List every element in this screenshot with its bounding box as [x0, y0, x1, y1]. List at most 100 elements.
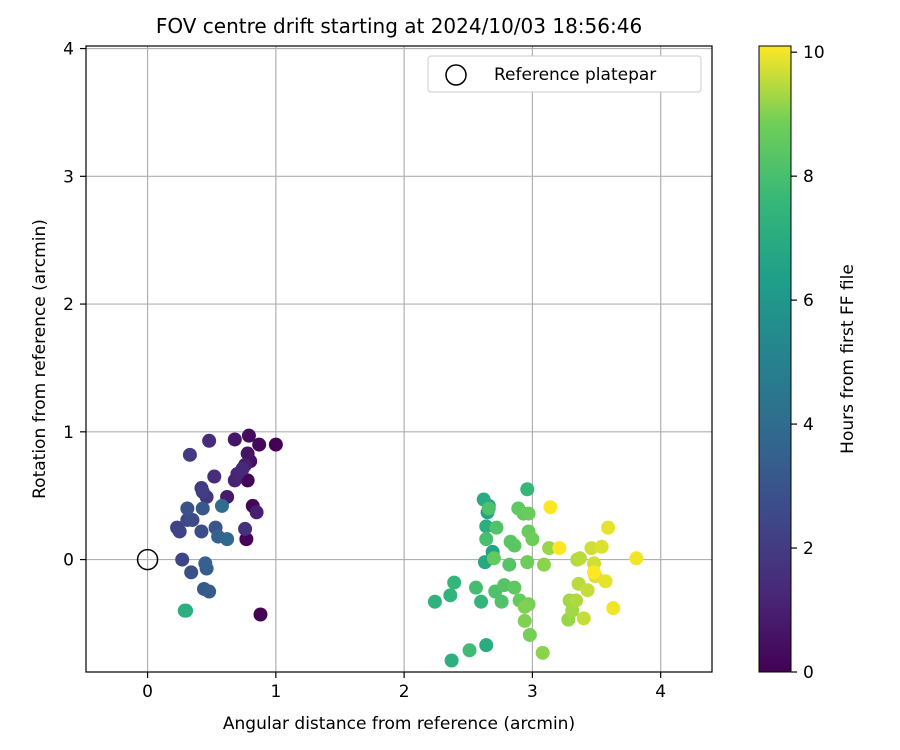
scatter-point [594, 539, 609, 554]
scatter-point [494, 594, 509, 609]
reference-layer [136, 548, 159, 571]
y-tick-label: 0 [63, 551, 74, 571]
scatter-point [569, 593, 584, 608]
colorbar-tick-label: 6 [803, 291, 814, 311]
scatter-point [486, 551, 501, 566]
scatter-point [427, 594, 442, 609]
scatter-point [235, 461, 250, 476]
axis-ticks: 0 1 2 3 4 0 1 2 3 4 [63, 40, 666, 702]
x-axis-label: Angular distance from reference (arcmin) [223, 714, 575, 734]
colorbar-tick-label: 4 [803, 415, 814, 435]
scatter-point [202, 433, 217, 448]
scatter-point [227, 432, 242, 447]
scatter-point [180, 501, 195, 516]
scatter-point [185, 512, 200, 527]
scatter-point [536, 557, 551, 572]
scatter-point [552, 541, 567, 556]
scatter-point [479, 638, 494, 653]
scatter-point [474, 594, 489, 609]
scatter-point [481, 501, 496, 516]
scatter-point [172, 524, 187, 539]
scatter-point [202, 584, 217, 599]
scatter-point [517, 613, 532, 628]
scatter-point [195, 501, 210, 516]
scatter-point [207, 469, 222, 484]
y-axis-label: Rotation from reference (arcmin) [30, 219, 50, 499]
scatter-point [606, 601, 621, 616]
scatter-point [249, 505, 264, 520]
scatter-point [194, 524, 209, 539]
scatter-point [586, 565, 601, 580]
plot-frame [85, 45, 713, 673]
colorbar-gradient [758, 45, 792, 673]
scatter-point [468, 580, 483, 595]
scatter-point [444, 653, 459, 668]
scatter-point [572, 551, 587, 566]
scatter-point [184, 565, 199, 580]
scatter-point [489, 520, 504, 535]
scatter-point [214, 498, 229, 513]
scatter-point [240, 446, 255, 461]
colorbar-tick-label: 0 [803, 663, 814, 683]
scatter-point [175, 552, 190, 567]
scatter-point [522, 627, 537, 642]
legend-box [427, 55, 702, 93]
x-tick-label: 2 [399, 682, 410, 702]
y-tick-label: 1 [63, 423, 74, 443]
scatter-point [520, 555, 535, 570]
scatter-point [268, 437, 283, 452]
x-tick-label: 4 [655, 682, 666, 702]
colorbar-tick-label: 10 [803, 43, 825, 63]
scatter-point [195, 484, 210, 499]
grid-lines [86, 46, 712, 672]
scatter-point [502, 557, 517, 572]
scatter-point [601, 520, 616, 535]
y-tick-label: 2 [63, 295, 74, 315]
reference-platepar-marker [136, 548, 159, 571]
x-tick-label: 1 [270, 682, 281, 702]
scatter-point [507, 538, 522, 553]
scatter-point [238, 521, 253, 536]
scatter-point [543, 500, 558, 515]
legend-marker-circle [445, 64, 467, 86]
legend: Reference platepar [427, 55, 702, 93]
scatter-point [239, 532, 254, 547]
y-tick-label: 4 [63, 40, 74, 60]
scatter-point [241, 428, 256, 443]
scatter-point [598, 574, 613, 589]
data-points [170, 428, 644, 668]
scatter-point [525, 532, 540, 547]
scatter-point [576, 611, 591, 626]
scatter-point [447, 575, 462, 590]
scatter-point [179, 603, 194, 618]
scatter-point [462, 643, 477, 658]
chart-title: FOV centre drift starting at 2024/10/03 … [156, 14, 642, 38]
scatter-point [580, 583, 595, 598]
scatter-point [479, 532, 494, 547]
scatter-point [253, 607, 268, 622]
scatter-point [220, 532, 235, 547]
scatter-point [443, 588, 458, 603]
colorbar-tick-label: 8 [803, 167, 814, 187]
legend-label: Reference platepar [494, 65, 656, 85]
scatter-point [182, 447, 197, 462]
scatter-point [542, 541, 557, 556]
y-tick-label: 3 [63, 167, 74, 187]
scatter-point [240, 473, 255, 488]
colorbar-ticks: 0 2 4 6 8 10 [791, 43, 825, 683]
scatter-point [517, 599, 532, 614]
scatter-point [198, 556, 213, 571]
colorbar: 0 2 4 6 8 10 Hours from first FF file [758, 43, 858, 683]
x-tick-label: 0 [142, 682, 153, 702]
scatter-point [252, 437, 267, 452]
colorbar-label: Hours from first FF file [838, 264, 858, 454]
scatter-point [507, 580, 522, 595]
colorbar-tick-label: 2 [803, 539, 814, 559]
scatter-point [535, 645, 550, 660]
scatter-point [520, 482, 535, 497]
x-tick-label: 3 [527, 682, 538, 702]
scatter-point [479, 519, 494, 534]
scatter-point [584, 541, 599, 556]
scatter-point [521, 506, 536, 521]
